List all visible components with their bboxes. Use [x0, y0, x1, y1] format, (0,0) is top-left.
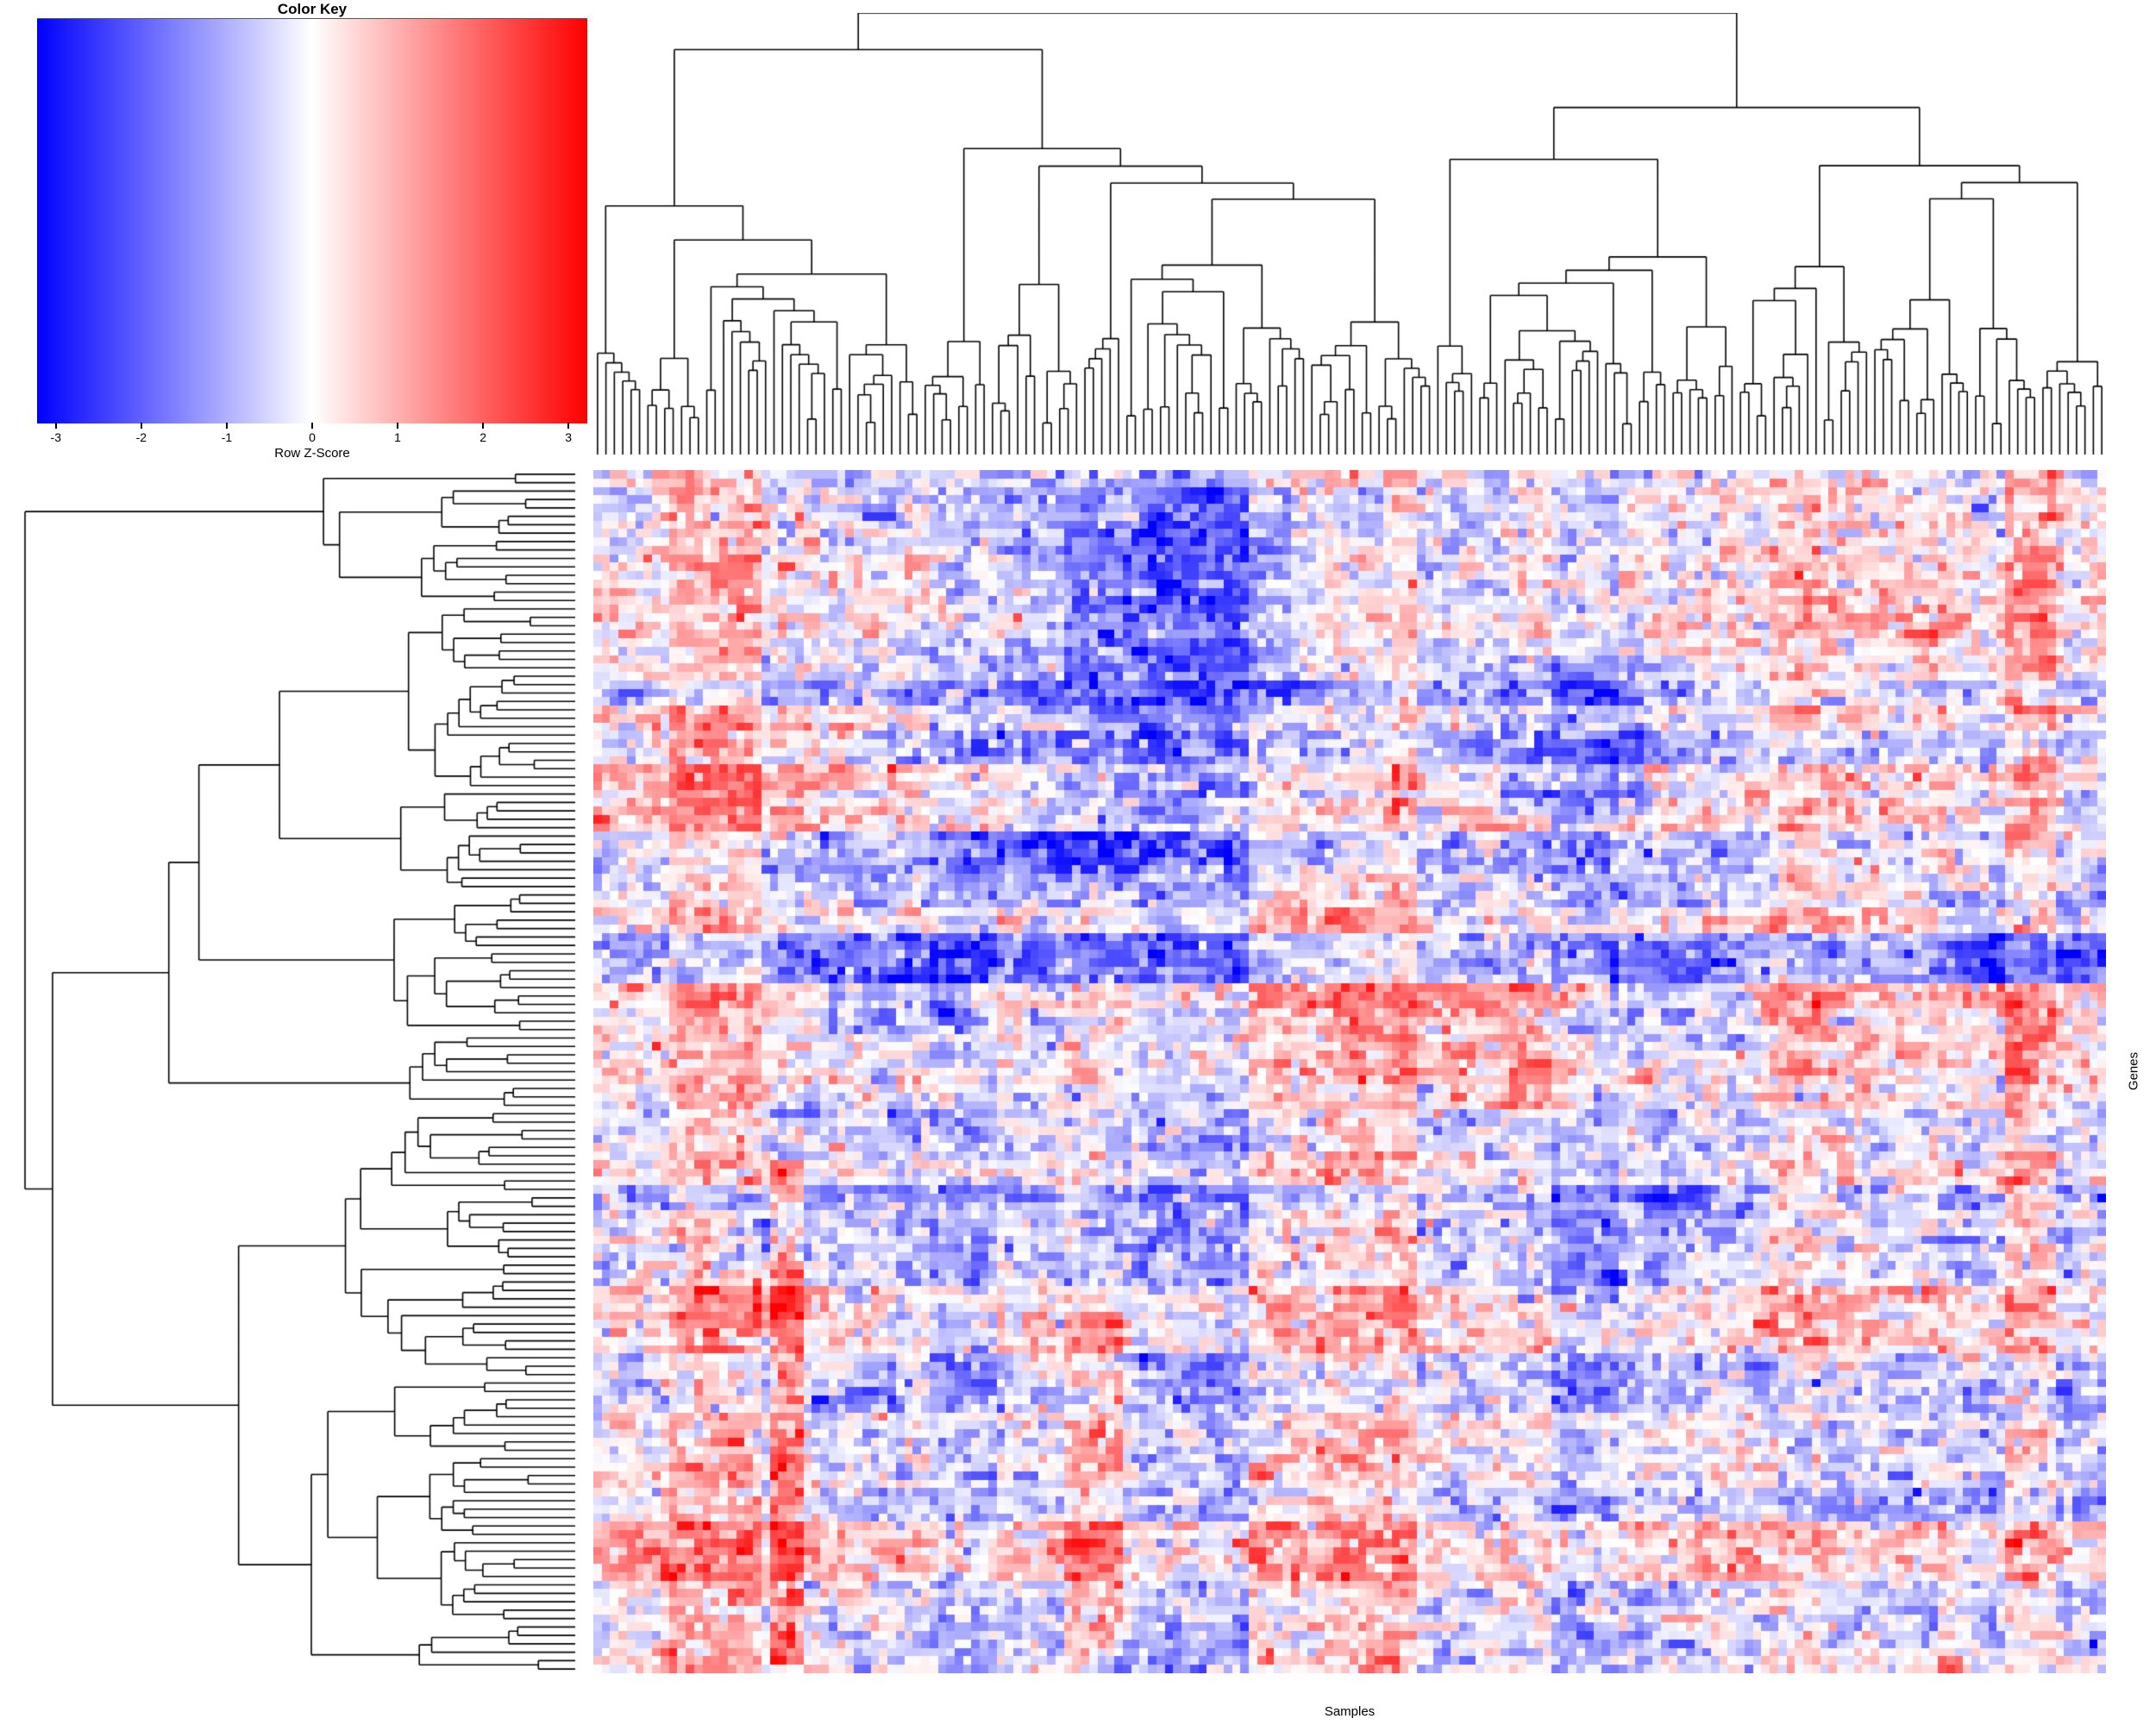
colorkey-tick-label: 3	[565, 430, 573, 444]
colorkey-tick	[567, 423, 570, 429]
colorkey-tick-label: 0	[309, 430, 316, 444]
color-key-title: Color Key	[277, 1, 348, 17]
colorkey-tick-label: -2	[135, 430, 147, 444]
colorkey-tick	[397, 423, 399, 429]
x-axis-label: Samples	[1324, 1704, 1376, 1719]
heatmap-matrix	[593, 470, 2106, 1673]
colorkey-tick	[225, 423, 228, 429]
colorkey-tick-label: 1	[394, 430, 401, 444]
colorkey-tick	[54, 423, 57, 429]
color-key-gradient	[37, 18, 587, 423]
colorkey-tick-label: -1	[221, 430, 233, 444]
y-axis-label: Genes	[2126, 1051, 2141, 1091]
colorkey-tick-label: -3	[50, 430, 61, 444]
colorkey-tick	[311, 423, 313, 429]
color-key-axis-label: Row Z-Score	[274, 446, 350, 461]
row-dendrogram	[23, 470, 576, 1673]
colorkey-tick	[482, 423, 485, 429]
column-dendrogram	[593, 13, 2106, 455]
colorkey-tick	[140, 423, 142, 429]
colorkey-tick-label: 2	[479, 430, 487, 444]
